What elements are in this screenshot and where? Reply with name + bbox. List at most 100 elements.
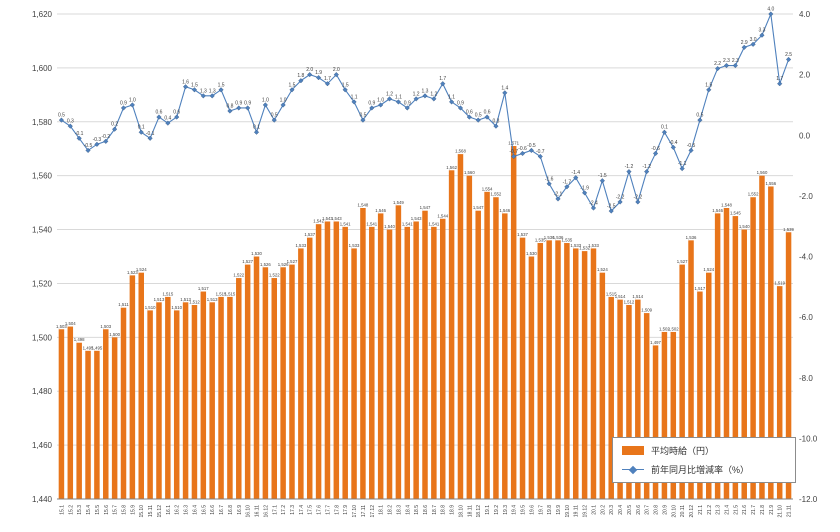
svg-text:1,511: 1,511: [118, 302, 129, 307]
line-point-marker: [759, 32, 765, 38]
svg-text:1.2: 1.2: [386, 91, 393, 97]
svg-text:20.2: 20.2: [600, 505, 606, 515]
svg-text:1.3: 1.3: [209, 88, 216, 94]
svg-text:2.2: 2.2: [714, 61, 721, 67]
bar: [626, 305, 632, 499]
bar: [94, 350, 100, 499]
legend-item-yoy-rate: 前年同月比増減率（%）: [622, 463, 786, 476]
line-point-marker: [519, 150, 526, 157]
svg-text:16.1: 16.1: [166, 505, 172, 515]
line-point-marker: [475, 117, 481, 123]
svg-text:1,510: 1,510: [145, 305, 156, 310]
svg-text:21.6: 21.6: [742, 505, 748, 515]
line-group: 0.50.3-0.1-0.5-0.3-0.20.20.91.00.1-0.10.…: [58, 7, 792, 214]
line-point-marker: [422, 93, 428, 99]
line-point-marker: [484, 114, 490, 120]
svg-text:16.8: 16.8: [228, 505, 234, 515]
svg-text:1,543: 1,543: [322, 216, 333, 221]
svg-text:1.2: 1.2: [413, 91, 420, 97]
svg-text:1,533: 1,533: [349, 243, 360, 248]
svg-text:1,522: 1,522: [269, 273, 280, 278]
svg-text:-0.7: -0.7: [536, 149, 545, 155]
svg-text:1,552: 1,552: [748, 192, 759, 197]
svg-text:-4.0: -4.0: [799, 253, 813, 262]
svg-text:1,536: 1,536: [686, 235, 697, 240]
svg-text:-2.2: -2.2: [616, 194, 625, 200]
svg-text:1,500: 1,500: [109, 332, 120, 337]
svg-text:1.2: 1.2: [430, 91, 437, 97]
svg-text:-1.4: -1.4: [571, 170, 580, 176]
svg-text:1,547: 1,547: [473, 205, 484, 210]
svg-text:17.2: 17.2: [281, 505, 287, 515]
svg-text:1,498: 1,498: [74, 337, 85, 342]
bar: [262, 267, 269, 499]
svg-text:0.5: 0.5: [475, 113, 482, 119]
svg-text:16.5: 16.5: [201, 505, 207, 515]
svg-text:18.1: 18.1: [379, 505, 385, 515]
svg-text:1,560: 1,560: [32, 172, 53, 181]
svg-text:16.3: 16.3: [184, 505, 190, 515]
svg-text:0.6: 0.6: [484, 110, 491, 116]
svg-text:17.11: 17.11: [361, 505, 367, 517]
svg-text:1,620: 1,620: [32, 10, 53, 19]
bar: [351, 248, 357, 499]
bar: [147, 310, 153, 499]
svg-text:20.9: 20.9: [662, 505, 668, 515]
line-point-marker: [120, 105, 127, 111]
bar: [670, 331, 677, 499]
svg-text:1,540: 1,540: [32, 226, 53, 235]
bar: [200, 291, 207, 499]
bar: [528, 256, 535, 499]
bar: [741, 229, 747, 500]
svg-text:4.0: 4.0: [767, 7, 774, 13]
svg-text:17.5: 17.5: [308, 505, 314, 515]
svg-text:1,495: 1,495: [92, 345, 103, 350]
line-point-marker: [156, 114, 162, 120]
svg-text:16.11: 16.11: [255, 505, 261, 517]
svg-text:1,540: 1,540: [384, 224, 395, 229]
bar: [156, 302, 162, 499]
bar: [572, 248, 579, 499]
line-point-marker: [732, 62, 738, 69]
svg-text:1,517: 1,517: [695, 286, 706, 291]
svg-text:-1.1: -1.1: [678, 161, 687, 167]
svg-text:19.5: 19.5: [521, 505, 527, 515]
line-point-marker: [741, 44, 747, 50]
bar: [165, 296, 171, 499]
line-series-swatch: [622, 465, 644, 474]
svg-text:1,504: 1,504: [65, 321, 76, 326]
line-point-marker: [271, 117, 277, 123]
legend-label-average-wage: 平均時給（円）: [651, 446, 715, 456]
svg-text:-2.2: -2.2: [634, 194, 643, 200]
svg-text:-0.1: -0.1: [146, 131, 155, 137]
bar: [111, 337, 118, 499]
svg-text:1.5: 1.5: [289, 82, 296, 88]
svg-text:1.4: 1.4: [501, 85, 508, 91]
line-point-marker: [502, 90, 508, 96]
svg-text:1,527: 1,527: [242, 259, 253, 264]
line-point-marker: [386, 96, 393, 102]
line-point-marker: [546, 181, 552, 187]
svg-text:20.6: 20.6: [636, 505, 642, 515]
svg-text:1,541: 1,541: [340, 221, 351, 226]
svg-text:0.1: 0.1: [138, 125, 145, 131]
svg-text:1,532: 1,532: [579, 246, 590, 251]
bar: [120, 307, 127, 499]
bar: [377, 213, 384, 499]
svg-text:20.5: 20.5: [627, 505, 633, 515]
svg-text:20.10: 20.10: [671, 505, 677, 518]
svg-text:1,526: 1,526: [278, 262, 289, 267]
svg-text:15.11: 15.11: [148, 505, 154, 517]
svg-text:16.12: 16.12: [263, 505, 269, 518]
svg-text:1.6: 1.6: [182, 79, 189, 85]
svg-text:3.0: 3.0: [750, 37, 757, 43]
svg-text:1,560: 1,560: [464, 170, 475, 175]
svg-text:21.9: 21.9: [769, 505, 775, 515]
line-point-marker: [511, 153, 517, 160]
svg-text:1.7: 1.7: [439, 76, 446, 82]
line-point-marker: [200, 93, 206, 99]
svg-text:15.9: 15.9: [130, 505, 136, 515]
svg-text:16.9: 16.9: [237, 505, 243, 515]
svg-text:1.7: 1.7: [776, 76, 783, 82]
svg-text:18.7: 18.7: [432, 505, 438, 515]
